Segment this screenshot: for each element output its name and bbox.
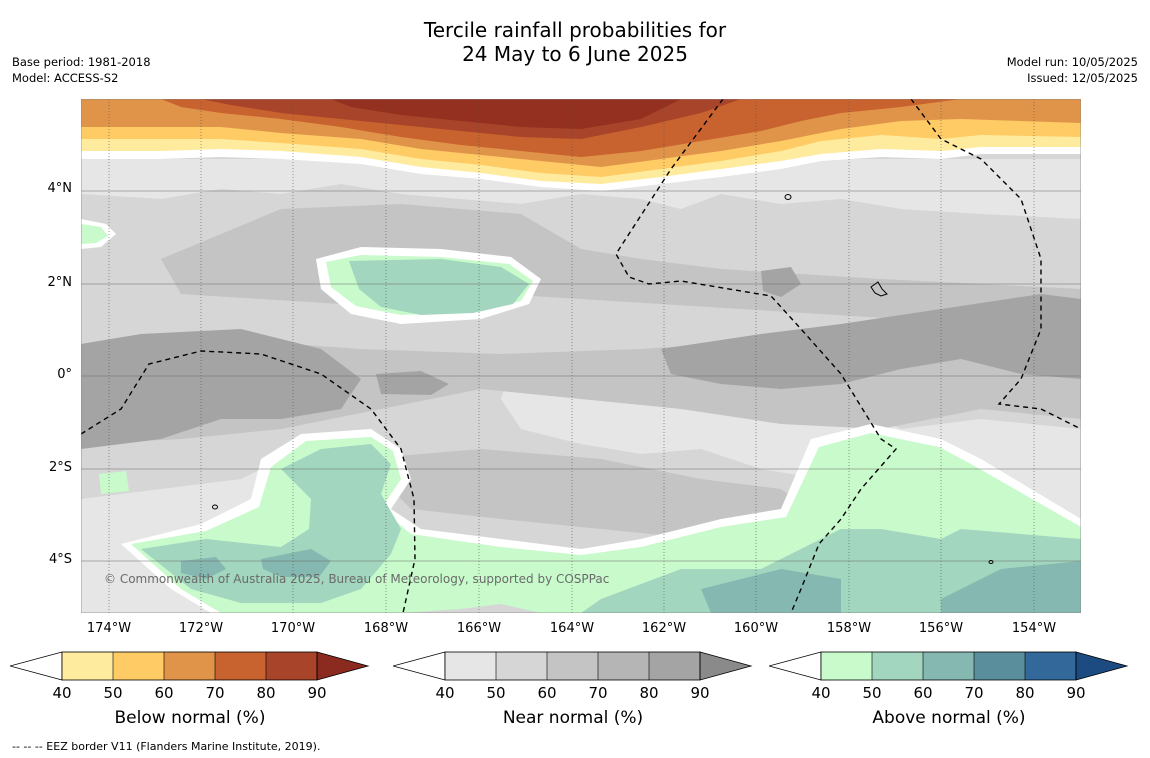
eez-footnote: -- -- -- EEZ border V11 (Flanders Marine… — [12, 740, 321, 753]
below-normal-label: Below normal (%) — [114, 708, 266, 728]
lon-label-166w: 166°W — [456, 621, 502, 636]
cbar1-seg-50-60 — [113, 652, 164, 680]
cbar1-tick-60: 60 — [154, 684, 174, 702]
lon-label-154w: 154°W — [1011, 621, 1057, 636]
cbar1-seg-70-80 — [215, 652, 266, 680]
above-normal-70-patch-south — [701, 569, 841, 613]
cbar1-tick-40: 40 — [52, 684, 72, 702]
lon-label-172w: 172°W — [178, 621, 224, 636]
cbar2-seg-50-60 — [496, 652, 547, 680]
cbar1-seg-min — [10, 651, 63, 681]
cbar3-tick-50: 50 — [862, 684, 882, 702]
lat-label-4n: 4°N — [47, 181, 73, 196]
lat-label-0: 0° — [57, 367, 72, 382]
model-run-text: Model run: 10/05/2025 — [1006, 55, 1138, 69]
run-info: Model run: 10/05/2025 Issued: 12/05/2025 — [1007, 54, 1138, 86]
base-period-text: Base period: 1981-2018 — [12, 55, 151, 69]
near-normal-70-band-center — [661, 294, 1081, 389]
above-normal-60-north-patch — [349, 259, 529, 315]
latitude-lines — [81, 190, 1081, 562]
cbar3-tick-60: 60 — [913, 684, 933, 702]
islands — [212, 194, 994, 564]
cbar1-seg-80-90 — [266, 652, 317, 680]
cbar2-tick-60: 60 — [537, 684, 557, 702]
cbar3-seg-max — [1075, 651, 1129, 681]
lon-label-162w: 162°W — [641, 621, 687, 636]
copyright-notice: © Commonwealth of Australia 2025, Bureau… — [104, 572, 610, 586]
cbar1-tick-70: 70 — [205, 684, 225, 702]
lon-label-164w: 164°W — [549, 621, 595, 636]
issued-text: Issued: 12/05/2025 — [1027, 71, 1138, 85]
near-normal-colorbar — [393, 651, 753, 681]
above-normal-50-west-patch — [81, 224, 108, 244]
lon-label-160w: 160°W — [733, 621, 779, 636]
cbar2-seg-60-70 — [547, 652, 598, 680]
base-info: Base period: 1981-2018 Model: ACCESS-S2 — [12, 54, 151, 86]
cbar3-seg-80-90 — [1025, 652, 1076, 680]
lon-label-158w: 158°W — [826, 621, 872, 636]
cbar1-seg-40-50 — [62, 652, 113, 680]
map-svg — [81, 99, 1081, 613]
cbar1-tick-50: 50 — [103, 684, 123, 702]
cbar2-seg-80-90 — [649, 652, 700, 680]
cbar1-tick-80: 80 — [256, 684, 276, 702]
lon-label-168w: 168°W — [363, 621, 409, 636]
cbar3-seg-40-50 — [821, 652, 872, 680]
near-normal-label: Near normal (%) — [502, 708, 644, 728]
near-normal-60-band-north — [161, 204, 1081, 339]
cbar2-tick-90: 90 — [690, 684, 710, 702]
title-line-2: 24 May to 6 June 2025 — [462, 42, 688, 66]
model-text: Model: ACCESS-S2 — [12, 71, 119, 85]
cbar2-seg-70-80 — [598, 652, 649, 680]
above-normal-colorbar — [769, 651, 1129, 681]
cbar3-tick-40: 40 — [811, 684, 831, 702]
below-normal-colorbar — [10, 651, 370, 681]
cbar2-tick-50: 50 — [486, 684, 506, 702]
cbar3-seg-60-70 — [923, 652, 974, 680]
cbar3-tick-70: 70 — [964, 684, 984, 702]
near-normal-70-patch-a — [376, 371, 449, 395]
map-title: Tercile rainfall probabilities for 24 Ma… — [0, 18, 1150, 66]
cbar1-seg-max — [316, 651, 370, 681]
lat-label-2n: 2°N — [47, 275, 73, 290]
lon-label-156w: 156°W — [918, 621, 964, 636]
cbar3-seg-min — [769, 651, 822, 681]
cbar2-tick-40: 40 — [435, 684, 455, 702]
cbar2-tick-80: 80 — [639, 684, 659, 702]
cbar3-seg-50-60 — [872, 652, 923, 680]
cbar2-tick-70: 70 — [588, 684, 608, 702]
above-normal-50-southwest-patch — [99, 471, 129, 494]
cbar3-tick-90: 90 — [1066, 684, 1086, 702]
cbar2-seg-min — [393, 651, 446, 681]
title-line-1: Tercile rainfall probabilities for — [423, 18, 727, 42]
cbar2-seg-40-50 — [445, 652, 496, 680]
near-normal-70-band-west — [81, 329, 361, 449]
cbar3-seg-70-80 — [974, 652, 1025, 680]
cbar2-seg-max — [699, 651, 753, 681]
cbar1-seg-60-70 — [164, 652, 215, 680]
lat-label-4s: 4°S — [48, 552, 72, 567]
lon-label-170w: 170°W — [270, 621, 316, 636]
above-normal-70-patch-east — [941, 561, 1081, 613]
lon-label-174w: 174°W — [86, 621, 132, 636]
probability-map — [81, 99, 1081, 613]
below-normal-max-area — [331, 99, 681, 129]
above-normal-label: Above normal (%) — [872, 708, 1026, 728]
eez-borders — [81, 99, 1081, 613]
above-normal-70-patch-mid — [261, 549, 331, 577]
above-normal-70-patch-west — [181, 557, 226, 579]
cbar1-tick-90: 90 — [307, 684, 327, 702]
lat-label-2s: 2°S — [48, 460, 72, 475]
near-normal-70-patch-b — [761, 267, 801, 297]
cbar3-tick-80: 80 — [1015, 684, 1035, 702]
